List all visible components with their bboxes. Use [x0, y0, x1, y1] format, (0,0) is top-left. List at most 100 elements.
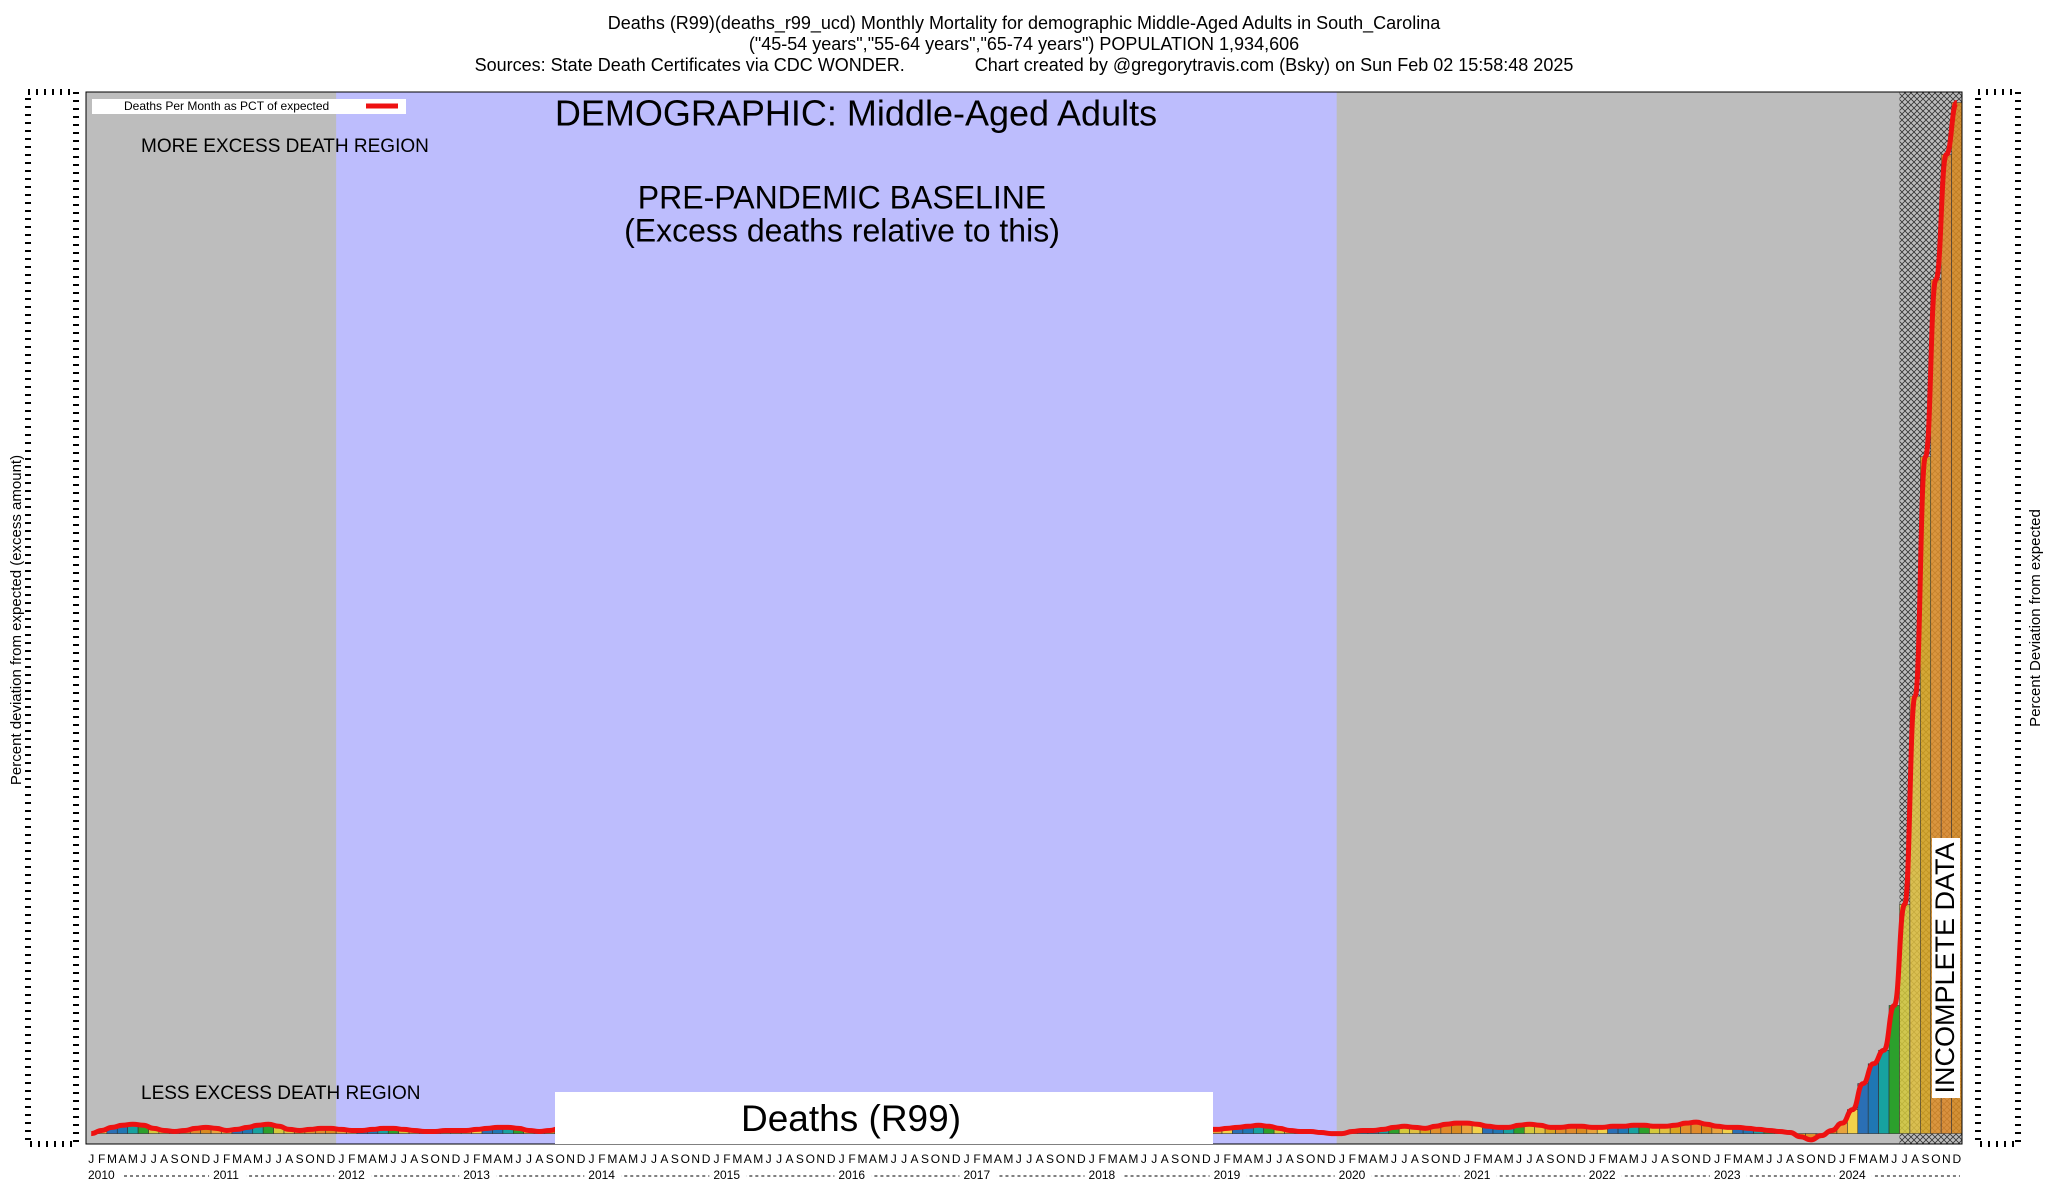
x-tick-label: N — [1067, 1152, 1076, 1166]
x-tick-label: S — [171, 1152, 179, 1166]
x-tick-label: M — [628, 1152, 638, 1166]
x-tick-label: J — [1714, 1152, 1720, 1166]
x-tick-label: M — [732, 1152, 742, 1166]
year-label-bg — [1587, 1169, 1622, 1183]
x-tick-label: D — [1327, 1152, 1336, 1166]
x-tick-label: S — [671, 1152, 679, 1166]
x-tick-label: N — [566, 1152, 575, 1166]
x-tick-label: J — [1902, 1152, 1908, 1166]
year-label: 2022 — [1589, 1168, 1616, 1182]
x-tick-label: J — [641, 1152, 647, 1166]
bar — [1878, 1049, 1890, 1134]
x-tick-label: J — [88, 1152, 94, 1166]
y2-axis-label: Percent Deviation from expected — [2027, 509, 2044, 727]
legend-label: Deaths Per Month as PCT of expected — [124, 99, 329, 113]
year-label: 2016 — [838, 1168, 865, 1182]
x-tick-label: O — [180, 1152, 189, 1166]
x-tick-label: S — [1296, 1152, 1304, 1166]
year-label: 2017 — [963, 1168, 990, 1182]
x-tick-label: O — [931, 1152, 940, 1166]
year-label-bg — [1212, 1169, 1247, 1183]
x-tick-label: A — [285, 1152, 293, 1166]
x-tick-label: J — [1089, 1152, 1095, 1166]
x-tick-label: A — [1786, 1152, 1794, 1166]
x-tick-label: J — [766, 1152, 772, 1166]
x-tick-label: F — [98, 1152, 105, 1166]
annotation: PRE-PANDEMIC BASELINE — [638, 179, 1046, 215]
x-tick-label: M — [1858, 1152, 1868, 1166]
x-tick-label: J — [1641, 1152, 1647, 1166]
x-tick-label: O — [1181, 1152, 1190, 1166]
year-label-bg — [87, 1169, 121, 1183]
annotation: Deaths (R99) — [741, 1098, 961, 1139]
cause-box — [555, 1092, 1213, 1144]
x-tick-label: A — [1661, 1152, 1669, 1166]
x-tick-label: S — [1421, 1152, 1429, 1166]
x-tick-label: J — [588, 1152, 594, 1166]
x-tick-label: J — [1266, 1152, 1272, 1166]
x-tick-label: J — [463, 1152, 469, 1166]
year-label: 2013 — [463, 1168, 490, 1182]
year-label-bg — [962, 1169, 997, 1183]
x-tick-label: J — [516, 1152, 522, 1166]
x-tick-label: O — [681, 1152, 690, 1166]
year-label-bg — [1462, 1169, 1497, 1183]
x-tick-label: M — [1108, 1152, 1118, 1166]
year-label: 2011 — [213, 1168, 239, 1182]
x-tick-label: J — [401, 1152, 407, 1166]
x-tick-label: A — [1869, 1152, 1877, 1166]
x-tick-label: M — [857, 1152, 867, 1166]
right-tick-band — [1975, 89, 2021, 1147]
x-tick-label: J — [901, 1152, 907, 1166]
x-tick-label: N — [1317, 1152, 1326, 1166]
x-tick-label: O — [806, 1152, 815, 1166]
year-label-bg — [712, 1169, 747, 1183]
x-tick-label: J — [1839, 1152, 1845, 1166]
x-tick-label: D — [327, 1152, 336, 1166]
year-label: 2014 — [588, 1168, 615, 1182]
x-tick-label: A — [1369, 1152, 1377, 1166]
x-tick-label: N — [441, 1152, 450, 1166]
x-tick-label: F — [1224, 1152, 1231, 1166]
x-tick-label: J — [1777, 1152, 1783, 1166]
x-tick-label: M — [232, 1152, 242, 1166]
x-tick-label: M — [1879, 1152, 1889, 1166]
title: Deaths (R99)(deaths_r99_ucd) Monthly Mor… — [608, 13, 1441, 34]
x-tick-label: J — [1652, 1152, 1658, 1166]
legend — [92, 99, 406, 114]
x-tick-label: A — [244, 1152, 252, 1166]
x-tick-label: F — [1849, 1152, 1856, 1166]
x-tick-label: S — [296, 1152, 304, 1166]
x-tick-label: A — [1411, 1152, 1419, 1166]
x-tick-label: A — [619, 1152, 627, 1166]
year-label: 2019 — [1214, 1168, 1241, 1182]
x-tick-label: M — [1733, 1152, 1743, 1166]
x-tick-label: J — [338, 1152, 344, 1166]
x-tick-label: A — [1744, 1152, 1752, 1166]
x-tick-label: D — [1452, 1152, 1461, 1166]
x-tick-label: N — [691, 1152, 700, 1166]
x-tick-label: F — [473, 1152, 480, 1166]
x-tick-label: M — [357, 1152, 367, 1166]
year-label-bg — [837, 1169, 872, 1183]
annotation: MORE EXCESS DEATH REGION — [141, 136, 429, 157]
x-tick-label: A — [1244, 1152, 1252, 1166]
year-label-bg — [337, 1169, 372, 1183]
x-tick-label: M — [253, 1152, 263, 1166]
x-tick-label: A — [410, 1152, 418, 1166]
baseline-region — [336, 92, 1337, 1144]
year-label: 2010 — [88, 1168, 115, 1182]
x-tick-label: N — [316, 1152, 325, 1166]
x-tick-label: O — [305, 1152, 314, 1166]
x-tick-label: J — [276, 1152, 282, 1166]
x-tick-label: A — [118, 1152, 126, 1166]
x-tick-label: J — [891, 1152, 897, 1166]
x-tick-label: M — [1483, 1152, 1493, 1166]
x-tick-label: J — [265, 1152, 271, 1166]
x-tick-label: S — [1796, 1152, 1804, 1166]
year-label: 2024 — [1839, 1168, 1866, 1182]
x-tick-label: A — [785, 1152, 793, 1166]
year-label: 2015 — [713, 1168, 740, 1182]
x-tick-label: A — [535, 1152, 543, 1166]
x-tick-label: D — [1202, 1152, 1211, 1166]
